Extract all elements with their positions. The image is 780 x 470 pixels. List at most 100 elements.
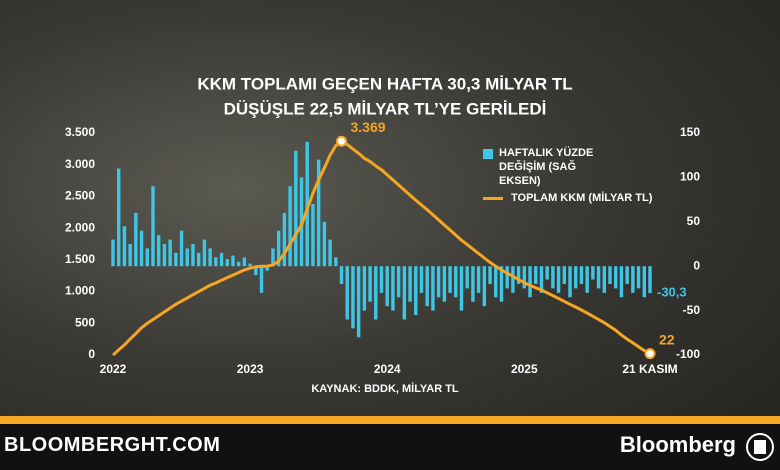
data-label: 22 xyxy=(659,331,675,347)
footer-brand: Bloomberg xyxy=(619,432,736,457)
y-tick-label: 1.500 xyxy=(65,252,95,266)
brand-icon xyxy=(746,433,774,461)
x-tick-label: 2024 xyxy=(374,362,401,376)
bar xyxy=(459,266,464,311)
bar xyxy=(248,263,252,267)
bar xyxy=(339,266,344,284)
bar xyxy=(574,266,578,289)
bar xyxy=(528,266,532,298)
y2-tick-label: -100 xyxy=(676,347,700,361)
bar xyxy=(294,150,298,267)
chart-title: DÜŞÜŞLE 22,5 MİLYAR TL’YE GERİLEDİ xyxy=(224,99,547,118)
bar xyxy=(362,266,367,311)
bar xyxy=(265,266,269,271)
bar xyxy=(631,266,635,293)
bar xyxy=(116,168,121,267)
bar xyxy=(111,239,115,267)
bar xyxy=(316,159,321,267)
bar xyxy=(482,266,487,307)
bar xyxy=(562,266,567,284)
bar xyxy=(156,235,161,267)
bar xyxy=(208,248,212,267)
bar xyxy=(322,221,327,267)
bar xyxy=(168,239,172,267)
y-tick-label: 2.000 xyxy=(65,220,95,234)
bar xyxy=(231,255,235,267)
y-tick-label: 3.000 xyxy=(65,157,95,171)
bar xyxy=(254,266,258,276)
bar xyxy=(442,266,447,302)
bar xyxy=(122,226,127,267)
bar xyxy=(614,266,618,289)
y-tick-label: 2.500 xyxy=(65,189,95,203)
bar xyxy=(568,266,572,298)
bar xyxy=(431,266,435,311)
x-tick-label: 2023 xyxy=(237,362,264,376)
bar xyxy=(236,261,241,267)
bar xyxy=(202,239,207,267)
footer: BLOOMBERGHT.COM Bloomberg xyxy=(0,424,780,470)
bar xyxy=(454,266,458,298)
footer-stripe xyxy=(0,416,780,424)
bar xyxy=(379,266,384,293)
footer-site: BLOOMBERGHT.COM xyxy=(4,434,221,456)
bar xyxy=(179,230,184,267)
bar xyxy=(636,266,641,289)
bar xyxy=(282,212,287,267)
bar xyxy=(625,266,629,284)
source-note: KAYNAK: BDDK, MİLYAR TL xyxy=(311,382,459,395)
bar xyxy=(591,266,595,280)
bar xyxy=(225,259,229,267)
bar xyxy=(608,266,612,284)
line xyxy=(111,139,651,357)
bar xyxy=(414,266,418,316)
bar xyxy=(396,266,401,298)
y2-tick-label: 150 xyxy=(680,125,700,139)
bar xyxy=(334,257,338,267)
bar xyxy=(551,266,555,289)
bar xyxy=(511,266,515,293)
y-tick-label: 3.500 xyxy=(65,125,95,139)
bar xyxy=(185,248,189,267)
bar xyxy=(648,266,652,294)
y2-tick-label: 50 xyxy=(687,214,701,228)
bar xyxy=(305,141,309,267)
point-marker xyxy=(644,348,656,360)
bar xyxy=(619,266,624,298)
x-tick-label: 2025 xyxy=(511,362,538,376)
data-label: -30,3 xyxy=(657,285,687,300)
bar xyxy=(436,266,441,298)
bar xyxy=(276,230,281,267)
bar xyxy=(425,266,429,307)
bar xyxy=(242,257,247,267)
bar xyxy=(356,266,361,338)
bar xyxy=(219,252,224,267)
bar xyxy=(522,266,527,289)
bar xyxy=(419,266,424,293)
bar xyxy=(139,230,144,267)
bar xyxy=(476,266,481,293)
bar xyxy=(642,266,647,298)
x-tick-label: 21 KASIM xyxy=(622,362,677,376)
bar xyxy=(368,266,372,302)
bar xyxy=(465,266,469,289)
bar xyxy=(351,266,355,329)
bar xyxy=(585,266,589,293)
legend-label: TOPLAM KKM (MİLYAR TL) xyxy=(511,192,653,204)
bar xyxy=(174,252,178,267)
bar xyxy=(494,266,498,298)
bar xyxy=(134,212,138,267)
bar xyxy=(499,266,504,302)
bar xyxy=(579,266,584,284)
bar xyxy=(596,266,601,289)
bar xyxy=(214,257,218,267)
bar xyxy=(408,266,412,302)
y2-tick-label: 0 xyxy=(693,258,700,272)
bar xyxy=(534,266,538,284)
legend-swatch xyxy=(483,197,503,200)
bar xyxy=(516,266,521,284)
bar xyxy=(162,244,167,267)
y-tick-label: 1.000 xyxy=(65,284,95,298)
